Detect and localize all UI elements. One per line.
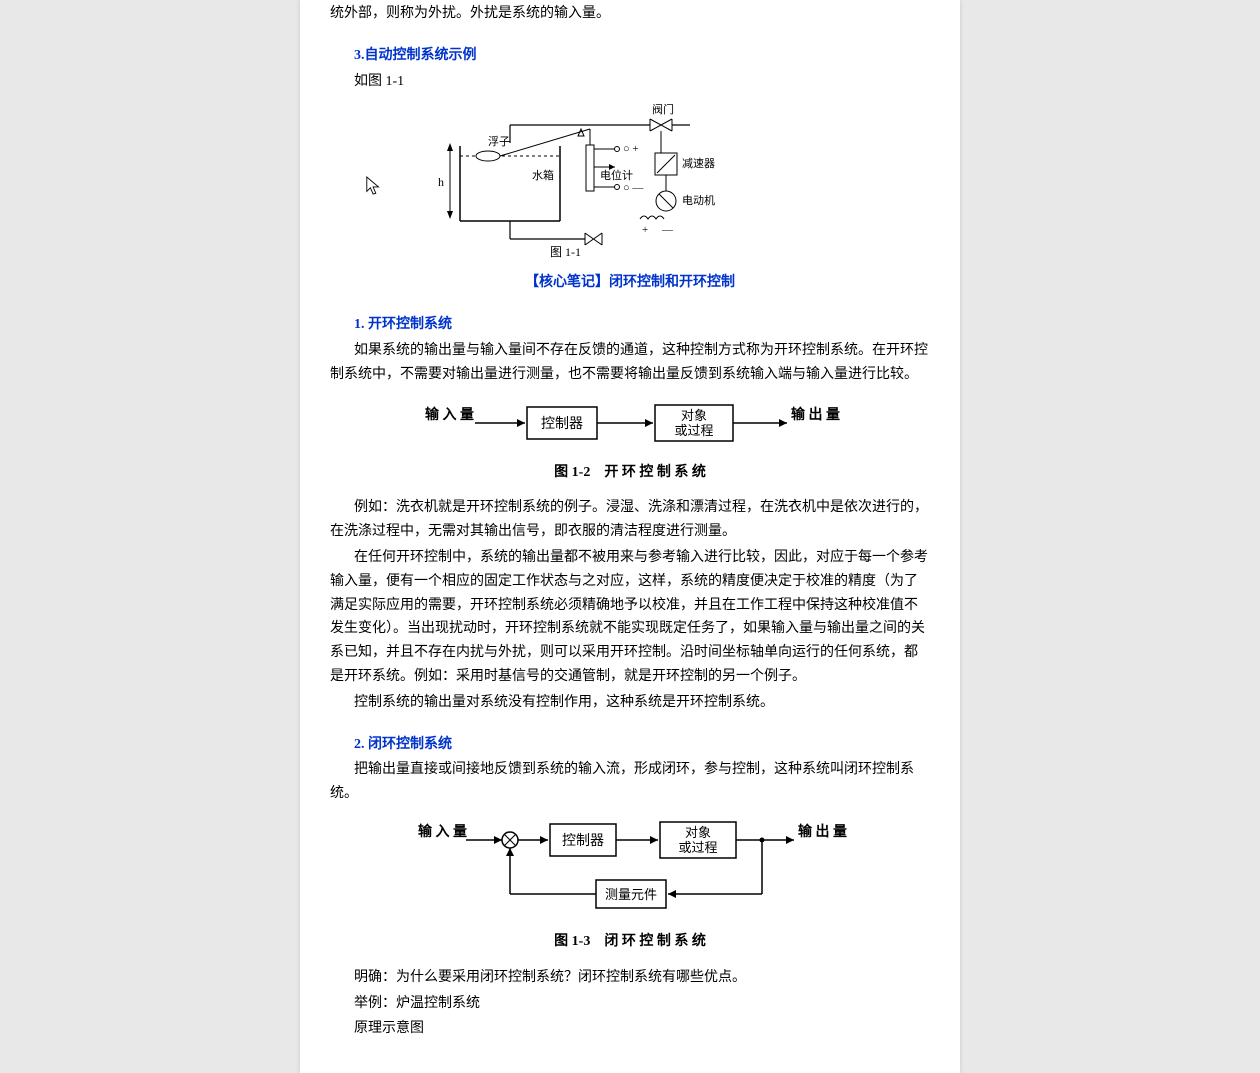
fig13-sensor: 测量元件: [605, 887, 657, 902]
label-oplus: ○ +: [623, 143, 639, 155]
fig13-input: 输 入 量: [418, 823, 467, 840]
label-minus: —: [661, 224, 674, 236]
label-pot: 电位计: [600, 168, 633, 182]
open-loop-p4: 控制系统的输出量对系统没有控制作用，这种系统是开环控制系统。: [330, 691, 930, 715]
fig13-caption: 图 1-3 闭 环 控 制 系 统: [330, 930, 930, 954]
figure-1-1: h 浮子 水箱 电位计 ○ + ○ —: [330, 101, 930, 261]
figure-1-2: 输 入 量 控制器 对象 或过程 输 出 量: [330, 395, 930, 455]
label-motor: 电动机: [682, 193, 715, 207]
fig13-output: 输 出 量: [798, 823, 847, 840]
fig12-output: 输 出 量: [791, 406, 840, 423]
closed-loop-p4: 原理示意图: [330, 1017, 930, 1041]
fig12-caption: 图 1-2 开 环 控 制 系 统: [330, 461, 930, 485]
closed-loop-p3: 举例：炉温控制系统: [330, 992, 930, 1016]
closed-loop-p2: 明确：为什么要采用闭环控制系统？闭环控制系统有哪些优点。: [330, 966, 930, 990]
fig12-plant2: 或过程: [674, 423, 713, 438]
document-page: 统外部，则称为外扰。外扰是系统的输入量。 3.自动控制系统示例 如图 1-1 h…: [300, 0, 960, 1073]
label-h: h: [438, 175, 444, 189]
fig13-plant1: 对象: [685, 825, 711, 840]
section3-line: 如图 1-1: [330, 70, 930, 94]
fig13-controller: 控制器: [562, 833, 604, 849]
label-valve: 阀门: [652, 102, 674, 116]
core-note-heading: 【核心笔记】闭环控制和开环控制: [330, 271, 930, 295]
open-loop-p3: 在任何开环控制中，系统的输出量都不被用来与参考输入进行比较，因此，对应于每一个参…: [330, 546, 930, 689]
label-ominus: ○ —: [623, 182, 644, 194]
label-tank: 水箱: [532, 168, 554, 182]
open-loop-heading: 1. 开环控制系统: [330, 313, 930, 337]
fragment-text: 统外部，则称为外扰。外扰是系统的输入量。: [330, 2, 930, 26]
label-plus: +: [642, 224, 648, 236]
label-float: 浮子: [488, 135, 510, 148]
fig11-caption: 图 1-1: [550, 245, 581, 259]
figure-1-3: 输 入 量 控制器 对象 或过程 输 出 量: [330, 814, 930, 924]
fig12-plant1: 对象: [681, 408, 707, 423]
open-loop-p2: 例如：洗衣机就是开环控制系统的例子。浸湿、洗涤和漂清过程，在洗衣机中是依次进行的…: [330, 496, 930, 544]
section3-heading: 3.自动控制系统示例: [330, 44, 930, 68]
fig12-controller: 控制器: [541, 416, 583, 432]
label-speedbox: 减速器: [682, 157, 715, 170]
fig12-input: 输 入 量: [425, 406, 474, 423]
closed-loop-p1: 把输出量直接或间接地反馈到系统的输入流，形成闭环，参与控制，这种系统叫闭环控制系…: [330, 758, 930, 806]
open-loop-p1: 如果系统的输出量与输入量间不存在反馈的通道，这种控制方式称为开环控制系统。在开环…: [330, 339, 930, 387]
closed-loop-heading: 2. 闭环控制系统: [330, 733, 930, 757]
fig13-plant2: 或过程: [678, 840, 717, 855]
